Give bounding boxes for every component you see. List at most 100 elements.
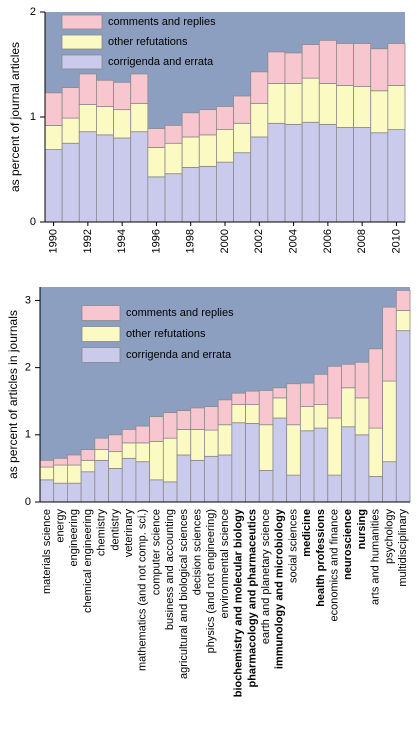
x-tick-label: immunology and microbiology	[274, 508, 286, 669]
bar-segment	[233, 152, 252, 223]
bar-segment	[250, 102, 269, 138]
bar-segment	[162, 412, 178, 439]
bar-segment	[113, 109, 132, 139]
bar-segment	[130, 131, 149, 223]
bar-segment	[299, 430, 315, 503]
x-tick-label: 2010	[390, 229, 402, 253]
bar-segment	[318, 39, 337, 84]
bar-segment	[370, 90, 389, 134]
bar-segment	[135, 425, 151, 444]
x-tick-label: 1990	[47, 229, 59, 253]
x-tick-label: 2008	[356, 229, 368, 253]
bar-segment	[327, 474, 342, 503]
bar-segment	[353, 43, 372, 87]
x-tick-label: 2006	[322, 229, 334, 253]
x-tick-label: health professions	[315, 509, 327, 607]
bar-segment	[313, 404, 329, 429]
y-axis-title: as percent of articles in journals	[6, 310, 20, 479]
bar-segment	[130, 102, 149, 133]
x-tick-label: physics (and not engineering)	[205, 509, 217, 653]
bar-segment	[258, 424, 274, 471]
bar-segment	[96, 134, 114, 223]
x-tick-label: pharmacology and pharmaceutics	[246, 509, 258, 688]
bar-segment	[204, 455, 219, 503]
legend-label: other refutations	[108, 36, 188, 48]
bar-segment	[217, 424, 233, 456]
x-tick-label: business and accounting	[164, 509, 176, 630]
bar-segment	[176, 454, 192, 503]
legend-swatch	[81, 326, 121, 342]
bar-segment	[204, 429, 219, 457]
bar-segment	[313, 373, 329, 405]
bar-segment	[176, 429, 192, 456]
bar-segment	[284, 123, 303, 223]
bar-segment	[198, 109, 217, 136]
x-tick-label: social sciences	[287, 509, 299, 583]
bar-segment	[299, 382, 315, 407]
x-tick-label: materials science	[41, 509, 53, 594]
bar-segment	[135, 442, 151, 463]
bar-segment	[231, 422, 246, 503]
bar-segment	[368, 476, 383, 503]
bar-segment	[181, 112, 200, 138]
x-tick-label: 2002	[253, 229, 265, 253]
bar-segment	[44, 125, 63, 150]
bar-segment	[286, 424, 301, 476]
legend-swatch	[81, 347, 121, 363]
bar-segment	[53, 457, 68, 466]
bar-segment	[113, 137, 132, 223]
x-tick-label: arts and humanities	[370, 509, 382, 605]
x-tick-label: neuroscience	[342, 509, 354, 580]
bar-segment	[162, 481, 178, 503]
bar-segment	[368, 427, 383, 477]
x-tick-label: decision sciences	[191, 509, 203, 596]
x-tick-label: agricultural and biological sciences	[178, 509, 190, 679]
bar-segment	[216, 106, 234, 131]
x-tick-label: environmental science	[219, 509, 231, 618]
x-tick-label: earth and planetary science	[260, 509, 272, 644]
bar-segment	[284, 83, 303, 125]
bar-segment	[382, 306, 397, 382]
x-tick-label: economics and finance	[329, 509, 341, 622]
bar-segment	[39, 459, 55, 468]
legend-label: other refutations	[126, 328, 206, 340]
bar-segment	[96, 79, 114, 107]
x-tick-label: nursing	[356, 509, 368, 549]
bar-segment	[181, 166, 200, 223]
bar-segment	[258, 470, 274, 503]
bar-segment	[78, 104, 97, 133]
bar-segment	[341, 426, 356, 503]
x-tick-label: psychology	[383, 509, 395, 565]
bar-segment	[44, 92, 63, 126]
y-tick-label: 1	[30, 111, 36, 123]
bar-segment	[67, 454, 82, 466]
bar-segment	[395, 289, 411, 311]
bar-segment	[387, 85, 406, 130]
x-tick-label: biochemistry and molecular biology	[233, 508, 245, 697]
bar-segment	[61, 87, 80, 119]
bar-segment	[231, 392, 246, 405]
bar-segment	[250, 136, 269, 223]
bar-segment	[108, 434, 123, 453]
bar-segment	[245, 404, 260, 424]
legend-label: comments and replies	[126, 307, 234, 319]
y-tick-label: 0	[30, 216, 36, 228]
x-tick-label: computer science	[150, 509, 162, 595]
bar-segment	[121, 429, 137, 444]
legend-swatch	[61, 34, 103, 50]
bar-segment	[336, 85, 354, 128]
y-tick-label: 2	[25, 362, 31, 374]
bar-segment	[354, 434, 370, 503]
x-tick-label: 1998	[185, 229, 197, 253]
bar-segment	[164, 125, 183, 144]
bar-segment	[233, 122, 252, 154]
bar-segment	[190, 407, 205, 430]
legend-label: corrigenda and errata	[108, 56, 214, 68]
x-tick-label: 1994	[116, 229, 128, 253]
x-tick-label: chemical engineering	[82, 509, 94, 613]
bar-segment	[267, 51, 286, 84]
bar-segment	[198, 134, 217, 167]
bar-segment	[353, 86, 372, 128]
bar-segment	[272, 387, 288, 399]
